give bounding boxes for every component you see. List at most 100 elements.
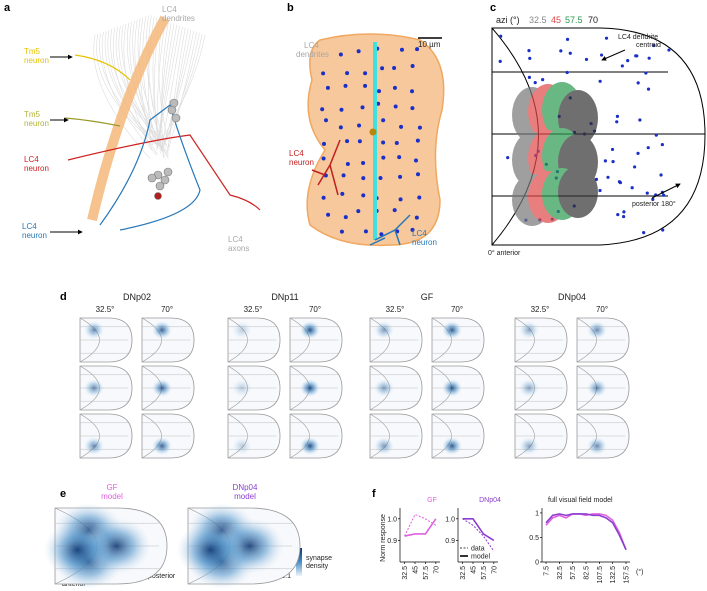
centroid-dot xyxy=(615,114,620,118)
synapse-dot xyxy=(414,215,419,220)
y-tick-label: 0.5 xyxy=(529,535,539,542)
synapse-dot xyxy=(360,105,365,110)
synapse-dot xyxy=(339,107,344,112)
group-title: GF xyxy=(421,292,434,302)
centroid-dot xyxy=(603,159,608,163)
circle xyxy=(163,167,173,177)
centroid-dot xyxy=(622,214,626,219)
density-blob xyxy=(43,521,112,578)
synapse-dot xyxy=(410,89,415,94)
panel-label: b xyxy=(287,2,294,14)
lc4-dendrite-band xyxy=(87,15,170,222)
synapse-dot xyxy=(321,195,326,200)
dendrite-fiber xyxy=(156,25,180,151)
model-title: DNp04 xyxy=(233,483,258,492)
ellipse xyxy=(558,166,598,218)
synapse-dot xyxy=(417,195,422,200)
synapse-dot xyxy=(394,140,399,145)
synapse-dot xyxy=(321,71,326,76)
centroid-dot xyxy=(565,37,570,41)
label: posterior 180° xyxy=(632,200,676,208)
centroid-dot xyxy=(662,193,666,197)
synapse-dot xyxy=(392,85,397,90)
x-tick-label: 57.5 xyxy=(481,566,488,580)
centroid-dot xyxy=(616,212,620,217)
synapse-dot xyxy=(356,209,361,214)
response-blob xyxy=(152,437,172,455)
legend-label: data xyxy=(471,546,485,553)
centroid-dot xyxy=(598,79,602,83)
circle xyxy=(147,173,157,183)
response-blob xyxy=(232,437,252,455)
synapse-dot xyxy=(341,173,346,178)
dendrite-fiber xyxy=(118,25,164,150)
label: posterior xyxy=(148,573,176,580)
synapse-dot xyxy=(338,125,343,130)
synapse-dot xyxy=(363,83,368,88)
synapse-dot xyxy=(343,215,348,220)
dendrite-fiber xyxy=(167,27,186,150)
synapse-dot xyxy=(340,191,345,196)
centroid-dot xyxy=(565,70,569,75)
chart-title: full visual field model xyxy=(548,497,613,504)
x-tick-label: 57.5 xyxy=(423,566,430,580)
label: neuron xyxy=(24,164,49,173)
y-tick-label: 1 xyxy=(535,510,539,517)
centroid-dot xyxy=(541,78,545,82)
legend-item: 45 xyxy=(551,15,561,25)
centroid-dot xyxy=(667,48,671,52)
density-blob xyxy=(176,521,245,578)
model-title: model xyxy=(234,492,256,501)
x-tick-label: 157.5 xyxy=(624,566,631,584)
centroid-dot xyxy=(506,156,510,160)
x-tick-label: 132.5 xyxy=(610,566,617,584)
centroid-dot xyxy=(617,180,622,184)
label: Tm5 xyxy=(24,110,41,119)
label: neuron xyxy=(22,231,47,240)
response-blob xyxy=(442,321,462,339)
response-blob xyxy=(587,437,607,455)
synapse-dot xyxy=(392,208,397,213)
synapse-dot xyxy=(345,139,350,144)
centroid-dot xyxy=(652,43,656,48)
response-blob xyxy=(152,379,172,397)
label: dendrites xyxy=(296,50,329,59)
synapse-dot xyxy=(325,85,330,90)
dendrite-fiber xyxy=(161,21,169,159)
label: LC4 xyxy=(304,41,319,50)
panel-b: b LC4 dendrites 10 µm LC4 neuron LC4 neu… xyxy=(287,2,445,247)
dendrite-fiber xyxy=(163,32,200,146)
synapse-dot xyxy=(381,155,386,160)
response-blob xyxy=(84,321,104,339)
lc4-neuron-red xyxy=(311,139,341,196)
dendrite-fiber xyxy=(93,34,151,159)
label: LC4 dendrite xyxy=(618,34,658,41)
y-tick-label: 1.0 xyxy=(387,516,397,523)
centroid-dot xyxy=(636,81,640,85)
line-series xyxy=(404,513,437,537)
synapse-dot xyxy=(357,139,362,144)
synapse-dot xyxy=(320,107,325,112)
synapse-dot xyxy=(398,174,403,179)
response-blob xyxy=(84,437,104,455)
lc4-neuron-blue xyxy=(369,214,411,246)
response-blob xyxy=(442,437,462,455)
panel-label: a xyxy=(4,2,11,14)
label: neuron xyxy=(412,238,437,247)
panel-label: d xyxy=(60,291,67,303)
dendrite-fiber xyxy=(107,29,164,153)
centroid-dot xyxy=(630,186,634,190)
centroid-dot xyxy=(568,51,572,55)
x-tick-label: 32.5 xyxy=(557,566,564,580)
centroid-dot xyxy=(615,120,619,124)
group-title: DNp02 xyxy=(123,292,151,302)
synapse-dot xyxy=(415,47,420,52)
centroid-dot xyxy=(599,53,604,57)
centroid-dot xyxy=(606,175,610,179)
centroid-dot xyxy=(584,57,589,62)
dendrite-fiber xyxy=(161,26,183,145)
circle xyxy=(169,98,179,108)
x-tick-label: 70 xyxy=(491,566,498,574)
